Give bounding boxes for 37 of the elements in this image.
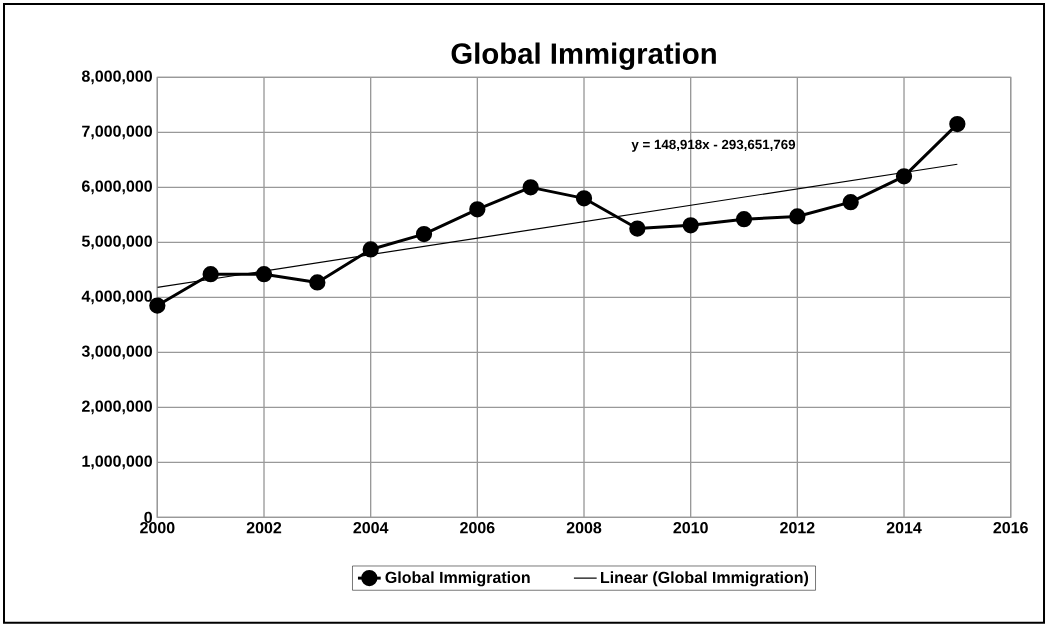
legend-label: Global Immigration (385, 571, 530, 587)
point (735, 211, 753, 228)
x-tick-label: 2012 (780, 522, 815, 534)
x-tick-label: 2014 (886, 522, 922, 534)
point (575, 190, 593, 207)
point (629, 220, 646, 237)
y-tick-label: 8,000,000 (81, 70, 152, 85)
point (522, 179, 539, 196)
chart-title: Global Immigration (451, 42, 716, 71)
point (949, 116, 966, 133)
y-tick-label: 5,000,000 (81, 235, 152, 250)
point (842, 194, 859, 211)
x-tick-label: 2008 (566, 522, 602, 534)
point (415, 226, 433, 243)
point (202, 266, 219, 283)
point (469, 201, 486, 218)
y-tick-label: 3,000,000 (81, 345, 152, 360)
x-tick-label: 2010 (673, 522, 708, 534)
point (682, 217, 699, 234)
point (309, 274, 326, 291)
y-tick-label: 4,000,000 (81, 290, 152, 305)
y-tick-label: 6,000,000 (82, 180, 152, 195)
point (362, 241, 379, 258)
x-tick-label: 2002 (246, 522, 282, 534)
point (895, 168, 913, 185)
annotation: y = 148,918x - 293,651,769 (631, 139, 796, 152)
legend-label: Linear (Global Immigration) (601, 571, 809, 587)
x-tick-label: 2016 (993, 522, 1028, 534)
x-tick-label: 2000 (140, 522, 175, 534)
y-tick-label: 1,000,000 (82, 455, 152, 470)
y-tick-label: 0 (144, 511, 152, 524)
x-tick-label: 2004 (353, 522, 389, 534)
point (789, 208, 806, 225)
y-tick-label: 2,000,000 (82, 400, 152, 415)
x-tick-label: 2006 (460, 522, 495, 534)
point (255, 266, 273, 283)
y-tick-label: 7,000,000 (82, 125, 152, 140)
